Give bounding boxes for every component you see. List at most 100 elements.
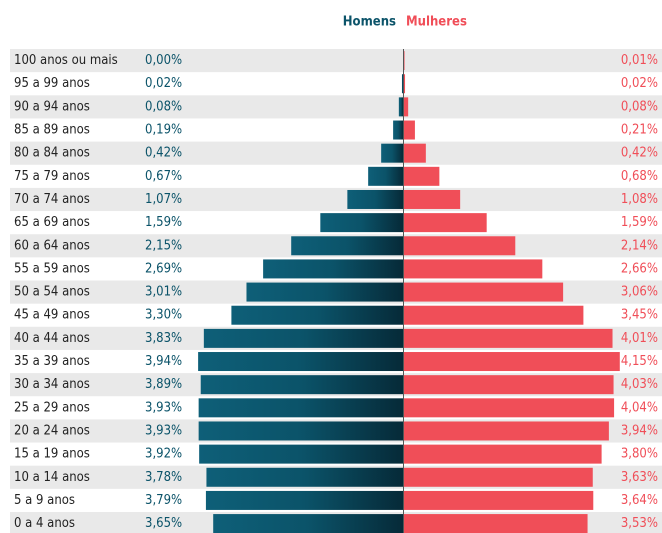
value-label: 1,07% bbox=[145, 192, 182, 207]
row-band bbox=[10, 187, 662, 212]
value-label: 3,80% bbox=[621, 447, 658, 462]
value-label: 3,63% bbox=[621, 470, 658, 485]
category-label: 15 a 19 anos bbox=[14, 447, 90, 462]
bar bbox=[381, 143, 403, 163]
bar bbox=[398, 97, 403, 117]
value-label: 3,06% bbox=[621, 285, 658, 300]
bar bbox=[213, 514, 403, 533]
category-label: 20 a 24 anos bbox=[14, 423, 90, 438]
value-label: 0,67% bbox=[145, 169, 182, 184]
category-label: 5 a 9 anos bbox=[14, 493, 75, 508]
bar bbox=[404, 143, 426, 163]
bar bbox=[404, 352, 620, 372]
bar bbox=[404, 514, 588, 533]
bar bbox=[393, 120, 403, 140]
bar bbox=[368, 166, 403, 186]
value-label: 4,15% bbox=[621, 354, 658, 369]
value-label: 0,42% bbox=[145, 146, 182, 161]
value-label: 0,68% bbox=[621, 169, 658, 184]
value-label: 3,79% bbox=[145, 493, 182, 508]
value-label: 4,03% bbox=[621, 377, 658, 392]
category-label: 85 a 89 anos bbox=[14, 123, 90, 138]
value-label: 3,01% bbox=[145, 285, 182, 300]
row-band bbox=[10, 49, 662, 73]
bar bbox=[199, 444, 403, 464]
value-label: 0,01% bbox=[621, 53, 658, 68]
bar bbox=[320, 213, 403, 233]
bar bbox=[231, 305, 403, 325]
category-label: 25 a 29 anos bbox=[14, 400, 90, 415]
bar bbox=[198, 352, 403, 372]
value-label: 0,42% bbox=[621, 146, 658, 161]
bar bbox=[404, 444, 602, 464]
value-label: 2,14% bbox=[621, 238, 658, 253]
category-label: 90 a 94 anos bbox=[14, 99, 90, 114]
value-label: 3,65% bbox=[145, 516, 182, 531]
value-label: 2,66% bbox=[621, 261, 658, 276]
value-label: 0,19% bbox=[145, 123, 182, 138]
bar bbox=[291, 236, 403, 256]
legend-label: Mulheres bbox=[406, 15, 467, 30]
bar bbox=[198, 398, 403, 418]
value-label: 3,78% bbox=[145, 470, 182, 485]
category-label: 10 a 14 anos bbox=[14, 470, 90, 485]
value-label: 0,21% bbox=[621, 123, 658, 138]
bar bbox=[203, 328, 403, 348]
value-label: 2,15% bbox=[145, 238, 182, 253]
bar bbox=[404, 490, 594, 510]
bar bbox=[404, 236, 516, 256]
category-label: 65 a 69 anos bbox=[14, 215, 90, 230]
value-label: 3,94% bbox=[621, 423, 658, 438]
bar bbox=[198, 421, 403, 441]
bar bbox=[263, 259, 403, 279]
bar bbox=[404, 305, 584, 325]
value-label: 3,89% bbox=[145, 377, 182, 392]
category-label: 50 a 54 anos bbox=[14, 285, 90, 300]
value-label: 3,92% bbox=[145, 447, 182, 462]
category-label: 100 anos ou mais bbox=[14, 53, 118, 68]
bar bbox=[404, 282, 564, 302]
value-label: 1,08% bbox=[621, 192, 658, 207]
value-label: 3,64% bbox=[621, 493, 658, 508]
bar bbox=[404, 328, 613, 348]
value-label: 0,08% bbox=[621, 99, 658, 114]
value-label: 2,69% bbox=[145, 261, 182, 276]
bar bbox=[404, 421, 609, 441]
category-label: 95 a 99 anos bbox=[14, 76, 90, 91]
bar bbox=[401, 74, 403, 94]
bar bbox=[404, 375, 614, 395]
bar bbox=[404, 97, 409, 117]
row-band bbox=[10, 95, 662, 119]
value-label: 3,94% bbox=[145, 354, 182, 369]
category-label: 70 a 74 anos bbox=[14, 192, 90, 207]
value-label: 3,30% bbox=[145, 308, 182, 323]
value-label: 3,93% bbox=[145, 400, 182, 415]
value-label: 4,01% bbox=[621, 331, 658, 346]
bar bbox=[404, 166, 440, 186]
bar bbox=[206, 467, 403, 487]
bar bbox=[404, 189, 461, 209]
bar bbox=[404, 74, 406, 94]
category-label: 0 a 4 anos bbox=[14, 516, 75, 531]
bar bbox=[404, 259, 543, 279]
category-label: 45 a 49 anos bbox=[14, 308, 90, 323]
category-label: 60 a 64 anos bbox=[14, 238, 90, 253]
bar bbox=[404, 213, 487, 233]
category-label: 35 a 39 anos bbox=[14, 354, 90, 369]
value-label: 1,59% bbox=[145, 215, 182, 230]
value-label: 0,00% bbox=[145, 53, 182, 68]
category-label: 75 a 79 anos bbox=[14, 169, 90, 184]
value-label: 3,45% bbox=[621, 308, 658, 323]
value-label: 1,59% bbox=[621, 215, 658, 230]
row-band bbox=[10, 141, 662, 165]
value-label: 3,83% bbox=[145, 331, 182, 346]
bar bbox=[404, 398, 615, 418]
bar bbox=[347, 189, 403, 209]
value-label: 0,02% bbox=[145, 76, 182, 91]
value-label: 0,08% bbox=[145, 99, 182, 114]
category-label: 80 a 84 anos bbox=[14, 146, 90, 161]
legend-label: Homens bbox=[343, 15, 396, 30]
category-label: 40 a 44 anos bbox=[14, 331, 90, 346]
bar bbox=[246, 282, 403, 302]
